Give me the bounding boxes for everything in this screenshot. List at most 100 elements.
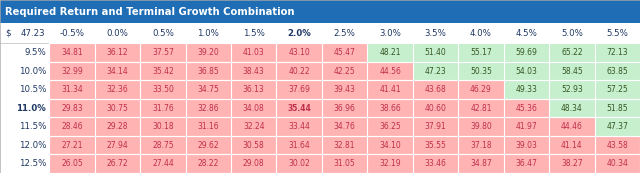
Text: 43.58: 43.58 — [607, 141, 628, 150]
Bar — [186, 136, 231, 154]
Text: 41.03: 41.03 — [243, 48, 264, 57]
Text: 58.45: 58.45 — [561, 67, 582, 76]
Bar — [458, 136, 504, 154]
Bar — [95, 136, 140, 154]
Text: 12.0%: 12.0% — [19, 141, 46, 150]
Bar — [276, 117, 322, 136]
Bar — [95, 43, 140, 62]
Text: 32.81: 32.81 — [334, 141, 355, 150]
Text: 36.47: 36.47 — [515, 159, 538, 168]
Bar — [549, 154, 595, 173]
Text: 29.28: 29.28 — [107, 122, 128, 131]
Bar — [276, 136, 322, 154]
Bar — [231, 99, 276, 117]
Text: 32.99: 32.99 — [61, 67, 83, 76]
Text: 36.25: 36.25 — [380, 122, 401, 131]
Text: 1.0%: 1.0% — [197, 29, 220, 38]
Bar — [0, 136, 640, 154]
Text: 4.5%: 4.5% — [515, 29, 538, 38]
Text: 26.72: 26.72 — [107, 159, 128, 168]
Text: 32.86: 32.86 — [198, 104, 219, 113]
Text: 28.75: 28.75 — [152, 141, 173, 150]
Text: 30.75: 30.75 — [106, 104, 129, 113]
Text: 41.41: 41.41 — [380, 85, 401, 94]
Bar — [458, 117, 504, 136]
Bar — [186, 80, 231, 99]
Bar — [504, 43, 549, 62]
Text: 47.23: 47.23 — [425, 67, 446, 76]
Bar — [322, 62, 367, 80]
Text: 37.91: 37.91 — [425, 122, 446, 131]
Text: 2.0%: 2.0% — [287, 29, 311, 38]
Bar — [95, 99, 140, 117]
Bar — [49, 43, 95, 62]
Text: 37.18: 37.18 — [470, 141, 492, 150]
Text: 39.80: 39.80 — [470, 122, 492, 131]
Bar — [595, 62, 640, 80]
Text: 41.97: 41.97 — [516, 122, 537, 131]
Bar — [49, 117, 95, 136]
Bar — [458, 43, 504, 62]
Text: 35.55: 35.55 — [424, 141, 447, 150]
Bar — [458, 99, 504, 117]
Text: 32.36: 32.36 — [107, 85, 128, 94]
Bar — [595, 99, 640, 117]
Text: 65.22: 65.22 — [561, 48, 582, 57]
Bar — [549, 99, 595, 117]
Text: 30.18: 30.18 — [152, 122, 173, 131]
Bar — [95, 62, 140, 80]
Bar — [504, 99, 549, 117]
Text: 34.10: 34.10 — [380, 141, 401, 150]
Bar — [595, 154, 640, 173]
Text: 48.34: 48.34 — [561, 104, 582, 113]
Bar — [140, 99, 186, 117]
Bar — [413, 99, 458, 117]
Bar — [458, 154, 504, 173]
Text: 43.10: 43.10 — [289, 48, 310, 57]
Text: 36.12: 36.12 — [107, 48, 128, 57]
Bar — [367, 136, 413, 154]
Bar — [140, 154, 186, 173]
Text: 72.13: 72.13 — [607, 48, 628, 57]
Text: 27.44: 27.44 — [152, 159, 173, 168]
Bar — [367, 117, 413, 136]
Text: 34.76: 34.76 — [333, 122, 356, 131]
Text: 48.21: 48.21 — [380, 48, 401, 57]
Text: Required Return and Terminal Growth Combination: Required Return and Terminal Growth Comb… — [5, 7, 294, 17]
Bar — [504, 117, 549, 136]
Text: 40.60: 40.60 — [424, 104, 447, 113]
Text: 11.0%: 11.0% — [17, 104, 46, 113]
Bar — [49, 80, 95, 99]
Text: 54.03: 54.03 — [515, 67, 538, 76]
Bar — [504, 154, 549, 173]
Text: 26.05: 26.05 — [61, 159, 83, 168]
Text: 52.93: 52.93 — [561, 85, 582, 94]
Bar — [95, 154, 140, 173]
Text: 37.57: 37.57 — [152, 48, 174, 57]
Bar — [549, 43, 595, 62]
Text: 33.50: 33.50 — [152, 85, 174, 94]
Text: 36.96: 36.96 — [333, 104, 356, 113]
Bar — [413, 154, 458, 173]
Bar — [276, 99, 322, 117]
Text: 43.68: 43.68 — [425, 85, 446, 94]
Bar — [140, 43, 186, 62]
Text: 39.43: 39.43 — [333, 85, 356, 94]
Text: 3.0%: 3.0% — [379, 29, 401, 38]
Text: 36.85: 36.85 — [198, 67, 219, 76]
Text: 33.44: 33.44 — [288, 122, 310, 131]
Bar — [0, 23, 640, 43]
Text: 36.13: 36.13 — [243, 85, 264, 94]
Bar — [95, 80, 140, 99]
Bar — [367, 43, 413, 62]
Text: 30.58: 30.58 — [243, 141, 264, 150]
Text: 51.40: 51.40 — [425, 48, 446, 57]
Text: 11.5%: 11.5% — [19, 122, 46, 131]
Bar — [595, 80, 640, 99]
Bar — [186, 154, 231, 173]
Bar — [0, 43, 640, 62]
Text: 35.42: 35.42 — [152, 67, 173, 76]
Text: 3.5%: 3.5% — [424, 29, 447, 38]
Bar — [231, 62, 276, 80]
Bar — [95, 117, 140, 136]
